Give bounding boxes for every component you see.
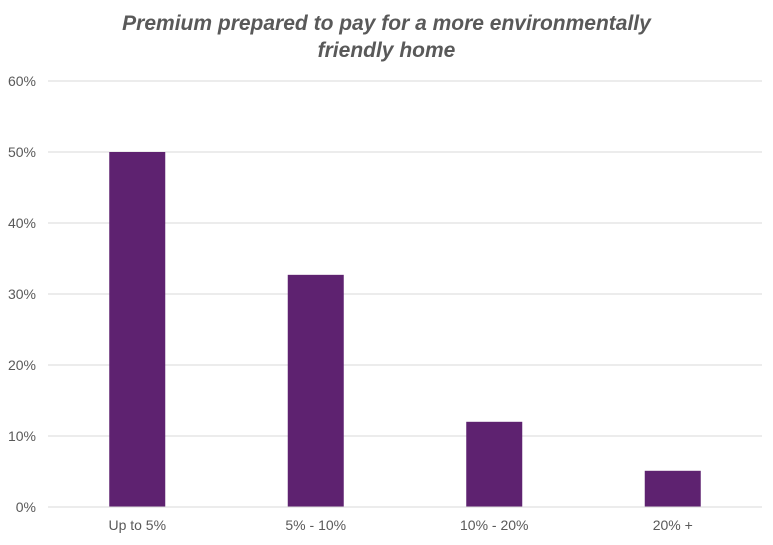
y-tick-label: 50% [8, 144, 36, 160]
bar [644, 470, 701, 507]
x-tick-label: 10% - 20% [460, 517, 528, 533]
x-axis: Up to 5% 5% - 10% 10% - 20% 20% + [48, 506, 762, 533]
y-axis: 0% 10% 20% 30% 40% 50% 60% [8, 73, 36, 515]
bar [466, 421, 523, 507]
y-tick-label: 20% [8, 357, 36, 373]
chart-title: Premium prepared to pay for a more envir… [0, 10, 773, 64]
bar [287, 274, 344, 507]
chart-title-line-2: friendly home [317, 39, 456, 62]
y-tick-label: 30% [8, 286, 36, 302]
gridlines [48, 80, 762, 437]
bars [109, 152, 701, 507]
y-tick-label: 40% [8, 215, 36, 231]
x-tick-label: 5% - 10% [285, 517, 346, 533]
chart-title-line-1: Premium prepared to pay for a more envir… [122, 12, 651, 35]
y-tick-label: 0% [16, 499, 36, 515]
y-tick-label: 10% [8, 428, 36, 444]
y-tick-label: 60% [8, 73, 36, 89]
x-tick-label: 20% + [653, 517, 693, 533]
x-tick-label: Up to 5% [108, 517, 166, 533]
bar [109, 152, 166, 507]
